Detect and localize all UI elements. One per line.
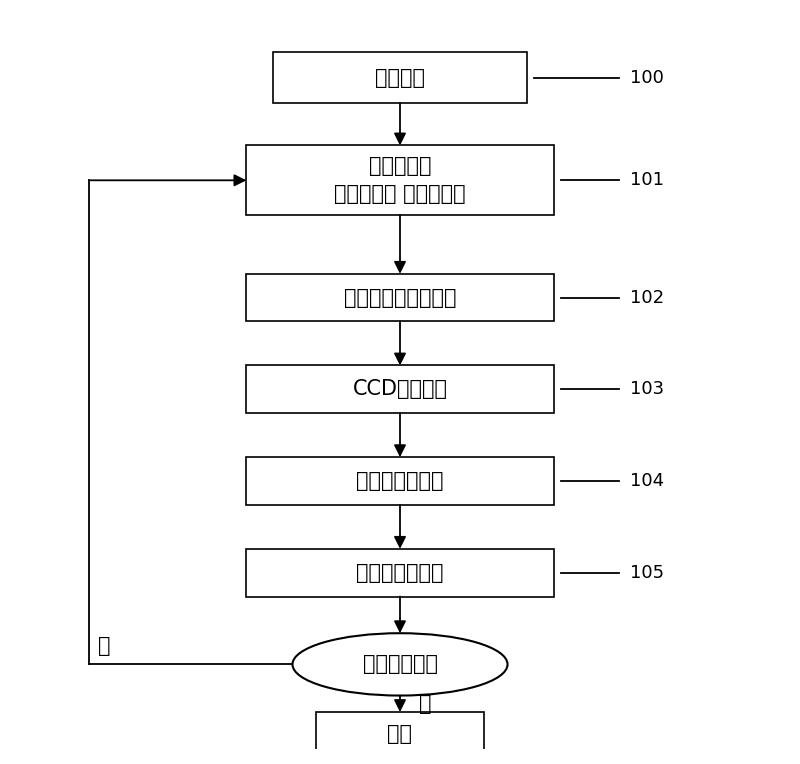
Text: 激光微喷丸强化过程: 激光微喷丸强化过程 [344,288,456,308]
Bar [315,712,485,756]
Text: 计算机反馈系统: 计算机反馈系统 [356,563,444,583]
Text: 104: 104 [630,472,665,490]
Text: 试样制备: 试样制备 [375,68,425,88]
Text: 结束: 结束 [387,724,413,744]
Text: 符合强化要求: 符合强化要求 [362,655,438,675]
Text: 105: 105 [630,564,665,581]
Text: 是: 是 [419,694,432,714]
Bar [246,145,554,215]
Text: 残余应力场测试: 残余应力场测试 [356,471,444,491]
Bar [246,365,554,413]
Text: CCD相机定位: CCD相机定位 [353,380,447,400]
Text: 102: 102 [630,289,665,306]
Bar [246,549,554,597]
Bar [246,457,554,505]
Text: 103: 103 [630,380,665,398]
Ellipse shape [293,633,507,695]
Text: 100: 100 [630,69,664,86]
Text: 101: 101 [630,171,665,189]
Text: 否: 否 [98,636,110,656]
Text: 激光控制器
（脉冲参数 喷丸轨迹）: 激光控制器 （脉冲参数 喷丸轨迹） [334,157,466,204]
Bar [246,274,554,322]
Bar [274,52,526,103]
